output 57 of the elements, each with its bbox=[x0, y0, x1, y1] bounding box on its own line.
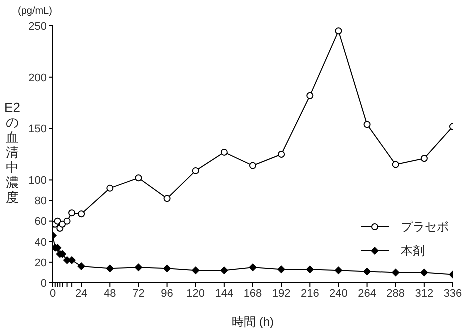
point bbox=[106, 264, 114, 273]
point bbox=[78, 262, 86, 271]
legend-label: 本剤 bbox=[401, 242, 425, 260]
x-tick-label: 216 bbox=[300, 288, 320, 300]
point bbox=[392, 161, 400, 168]
y-axis-title: E2の血清中濃度 bbox=[4, 100, 21, 205]
y-tick-label: 0 bbox=[40, 278, 47, 290]
point bbox=[78, 210, 86, 218]
x-tick-label: 72 bbox=[132, 288, 145, 300]
point bbox=[306, 92, 314, 100]
point bbox=[335, 28, 342, 35]
point bbox=[68, 210, 76, 217]
point bbox=[250, 162, 256, 170]
text: (pg/mL) bbox=[18, 6, 52, 17]
y-tick-label: 250 bbox=[28, 20, 47, 33]
y-tick-label: 200 bbox=[28, 72, 47, 84]
point bbox=[220, 148, 228, 156]
x-tick-label: 0 bbox=[50, 288, 56, 300]
point bbox=[192, 167, 200, 174]
point bbox=[163, 264, 172, 273]
y-tick-label: 80 bbox=[34, 196, 47, 208]
y-tick-label: 150 bbox=[28, 124, 47, 136]
y-tick-label: 60 bbox=[34, 216, 47, 228]
point bbox=[220, 266, 228, 275]
x-tick-label: 144 bbox=[215, 288, 234, 300]
x-tick-label: 240 bbox=[330, 288, 348, 300]
point bbox=[135, 174, 142, 182]
x-tick-label: 336 bbox=[444, 288, 462, 300]
x-tick-label: 264 bbox=[358, 288, 376, 300]
x-tick-label: 312 bbox=[415, 288, 434, 300]
point bbox=[134, 264, 143, 272]
legend-label: プラセボ bbox=[401, 218, 449, 236]
point bbox=[64, 218, 71, 225]
point bbox=[306, 266, 314, 274]
y-tick-label: 40 bbox=[34, 236, 47, 249]
point bbox=[106, 184, 114, 192]
point bbox=[278, 151, 286, 158]
x-tick-label: 168 bbox=[244, 288, 262, 300]
x-tick-label: 96 bbox=[161, 288, 174, 300]
x-tick-label: 48 bbox=[104, 288, 116, 300]
point bbox=[192, 266, 200, 275]
point bbox=[364, 121, 371, 128]
y-tick-label: 20 bbox=[34, 257, 47, 270]
point bbox=[59, 220, 66, 228]
point bbox=[363, 268, 372, 276]
point bbox=[420, 155, 428, 162]
x-tick-label: 120 bbox=[186, 288, 206, 300]
point bbox=[334, 266, 343, 275]
y-tick-label: 100 bbox=[28, 175, 47, 188]
x-tick-label: 24 bbox=[75, 288, 88, 300]
x-tick-label: 288 bbox=[386, 288, 406, 300]
point bbox=[164, 195, 171, 202]
point bbox=[420, 268, 428, 277]
point bbox=[392, 268, 400, 277]
point bbox=[249, 264, 257, 272]
x-tick-label: 192 bbox=[272, 288, 291, 300]
point bbox=[278, 266, 286, 274]
